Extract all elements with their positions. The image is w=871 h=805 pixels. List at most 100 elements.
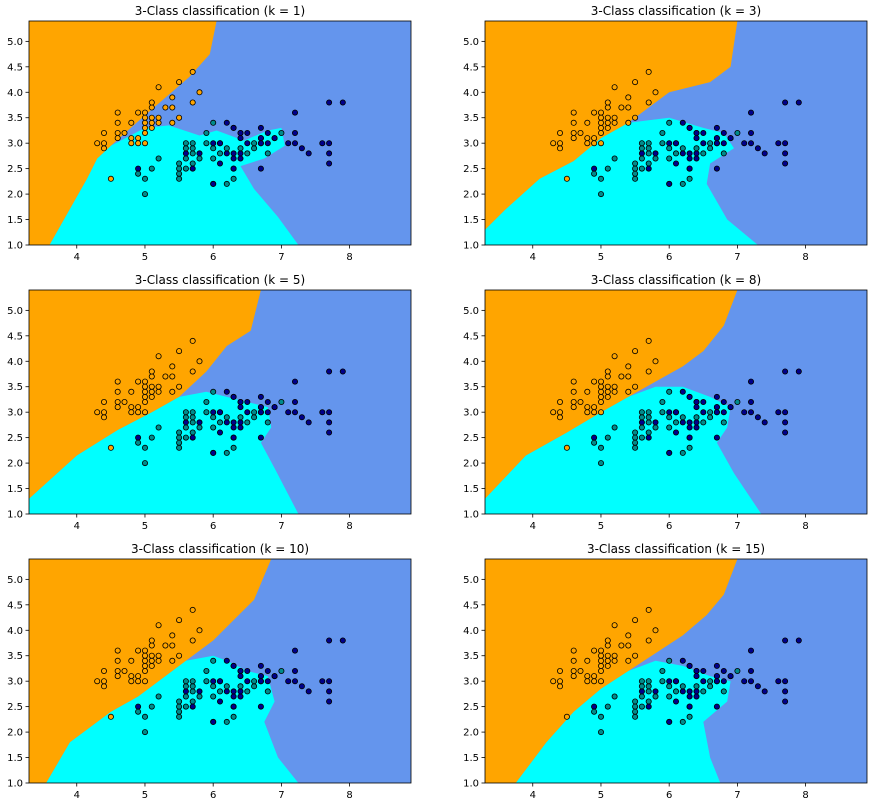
data-point-class2 xyxy=(230,703,237,710)
data-point-class0 xyxy=(570,404,577,411)
data-point-class2 xyxy=(652,688,659,695)
data-point-class2 xyxy=(666,140,673,147)
data-point-class1 xyxy=(707,409,714,416)
data-point-class0 xyxy=(632,114,639,121)
data-point-class2 xyxy=(686,393,693,400)
data-point-class0 xyxy=(598,109,605,116)
data-point-class0 xyxy=(121,668,128,675)
data-point-class2 xyxy=(264,668,271,675)
y-tick-label: 3.0 xyxy=(7,408,23,419)
y-tick-label: 5.0 xyxy=(463,306,479,317)
data-point-class0 xyxy=(94,409,101,416)
data-point-class0 xyxy=(141,678,148,685)
data-point-class2 xyxy=(264,140,271,147)
data-point-class2 xyxy=(237,155,244,162)
data-point-class2 xyxy=(257,673,264,680)
y-tick-label: 3.0 xyxy=(463,139,479,150)
data-point-class0 xyxy=(611,383,618,390)
data-point-class2 xyxy=(741,140,748,147)
data-point-class0 xyxy=(128,657,135,664)
data-point-class2 xyxy=(666,678,673,685)
data-point-class2 xyxy=(700,678,707,685)
data-point-class2 xyxy=(727,135,734,142)
subplot-4: 4 5 6 7 8 1.0 1.5 2.0 2.5 3.0 3.5 4.0 4.5 5.0 3-Class … xyxy=(463,273,868,532)
data-point-class0 xyxy=(141,124,148,131)
data-point-class2 xyxy=(257,678,264,685)
data-point-class2 xyxy=(741,678,748,685)
data-point-class2 xyxy=(713,409,720,416)
data-point-class2 xyxy=(237,693,244,700)
data-point-class0 xyxy=(645,99,652,106)
data-point-class0 xyxy=(148,637,155,644)
data-point-class2 xyxy=(339,637,346,644)
data-point-class2 xyxy=(782,419,789,426)
data-point-class0 xyxy=(591,647,598,654)
data-point-class0 xyxy=(604,657,611,664)
data-point-class1 xyxy=(203,129,210,136)
data-point-class1 xyxy=(707,414,714,421)
data-point-class0 xyxy=(618,104,625,111)
data-point-class2 xyxy=(230,150,237,157)
data-point-class2 xyxy=(686,693,693,700)
data-point-class0 xyxy=(135,140,142,147)
data-point-class1 xyxy=(638,678,645,685)
data-point-class0 xyxy=(114,404,121,411)
data-point-class2 xyxy=(135,703,142,710)
data-point-class0 xyxy=(611,388,618,395)
data-point-class2 xyxy=(693,150,700,157)
data-point-class0 xyxy=(570,398,577,405)
data-point-class2 xyxy=(782,140,789,147)
x-tick-label: 4 xyxy=(74,521,80,532)
data-point-class0 xyxy=(557,414,564,421)
data-point-class0 xyxy=(189,368,196,375)
data-point-class2 xyxy=(291,678,298,685)
data-point-class0 xyxy=(114,378,121,385)
data-point-class2 xyxy=(795,637,802,644)
data-point-class0 xyxy=(557,129,564,136)
data-point-class0 xyxy=(176,114,183,121)
x-tick-label: 8 xyxy=(346,521,352,532)
subplot-title: 3-Class classification (k = 8) xyxy=(591,273,761,287)
data-point-class0 xyxy=(598,129,605,136)
data-point-class2 xyxy=(257,165,264,172)
x-tick-label: 5 xyxy=(598,521,604,532)
data-point-class0 xyxy=(604,652,611,659)
data-point-class1 xyxy=(645,429,652,436)
y-tick-label: 2.0 xyxy=(7,459,23,470)
data-point-class1 xyxy=(638,409,645,416)
y-tick-label: 5.0 xyxy=(463,37,479,48)
data-point-class0 xyxy=(135,109,142,116)
data-point-class1 xyxy=(148,434,155,441)
data-point-class1 xyxy=(210,119,217,126)
data-point-class1 xyxy=(176,434,183,441)
data-point-class1 xyxy=(632,698,639,705)
data-point-class1 xyxy=(189,145,196,152)
data-point-class0 xyxy=(591,140,598,147)
data-point-class2 xyxy=(326,368,333,375)
data-point-class1 xyxy=(216,150,223,157)
data-point-class2 xyxy=(748,398,755,405)
data-point-class0 xyxy=(101,129,108,136)
y-tick-label: 2.5 xyxy=(463,702,479,713)
data-point-class0 xyxy=(101,145,108,152)
data-point-class0 xyxy=(135,647,142,654)
data-point-class2 xyxy=(210,409,217,416)
data-point-class2 xyxy=(693,419,700,426)
y-tick-label: 1.5 xyxy=(463,484,479,495)
data-point-class2 xyxy=(713,404,720,411)
data-point-class2 xyxy=(326,419,333,426)
data-point-class0 xyxy=(101,409,108,416)
data-point-class2 xyxy=(182,419,189,426)
data-point-class1 xyxy=(638,693,645,700)
data-point-class1 xyxy=(611,693,618,700)
data-point-class2 xyxy=(727,404,734,411)
y-tick-label: 2.0 xyxy=(7,190,23,201)
data-point-class2 xyxy=(237,673,244,680)
y-tick-label: 4.5 xyxy=(463,331,479,342)
y-tick-label: 4.5 xyxy=(463,62,479,73)
data-point-class2 xyxy=(673,409,680,416)
data-point-class0 xyxy=(584,135,591,142)
data-point-class1 xyxy=(686,444,693,451)
data-point-class2 xyxy=(591,165,598,172)
